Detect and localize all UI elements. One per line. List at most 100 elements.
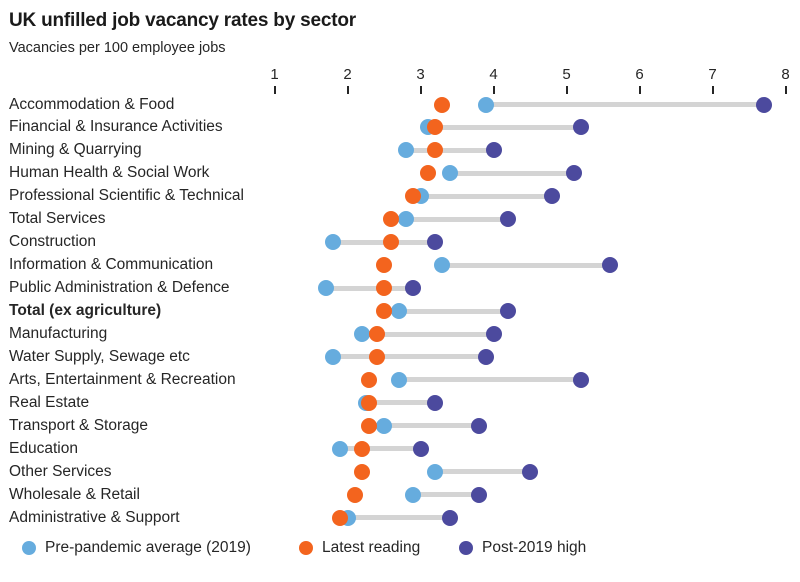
dot-post-2019-high [427, 394, 444, 411]
dot-post-2019-high [573, 119, 590, 136]
sector-label: Total (ex agriculture) [9, 302, 162, 320]
sector-label: Administrative & Support [9, 508, 180, 526]
dot-latest-reading [368, 326, 385, 342]
chart-subtitle: Vacancies per 100 employee jobs [9, 40, 226, 56]
x-axis-tick-label: 6 [635, 66, 644, 83]
connector-bar [405, 216, 509, 222]
dot-pre-pandemic [332, 440, 349, 457]
dot-latest-reading [354, 440, 371, 457]
dot-latest-reading [376, 280, 392, 297]
sector-label: Wholesale & Retail [9, 485, 140, 503]
sector-label: Construction [9, 233, 97, 251]
dot-post-2019-high [441, 509, 458, 526]
connector-bar [405, 147, 494, 153]
chart-title: UK unfilled job vacancy rates by sector [9, 10, 356, 31]
sector-label: Public Administration & Defence [9, 279, 230, 297]
dot-pre-pandemic [397, 142, 414, 159]
dot-post-2019-high [478, 348, 495, 365]
dot-latest-reading [427, 119, 444, 136]
connector-bar [427, 124, 582, 130]
x-axis-tick-label: 1 [270, 66, 279, 83]
sector-label: Water Supply, Sewage etc [9, 347, 190, 365]
dot-pre-pandemic [324, 348, 341, 365]
sector-label: Human Health & Social Work [9, 164, 210, 182]
dot-pre-pandemic [478, 96, 495, 113]
sector-label: Information & Communication [9, 256, 214, 274]
sector-label: Mining & Quarrying [9, 141, 142, 159]
connector-bar [347, 515, 450, 521]
x-axis-tick-mark [273, 86, 276, 94]
sector-label: Financial & Insurance Activities [9, 118, 223, 136]
dot-pre-pandemic [405, 486, 422, 503]
x-axis-tick-label: 5 [562, 66, 571, 83]
dot-latest-reading [376, 303, 392, 320]
x-axis-tick-mark [784, 86, 787, 94]
dot-latest-reading [376, 257, 392, 274]
dot-post-2019-high [470, 486, 487, 503]
connector-bar [449, 170, 574, 176]
dot-pre-pandemic [354, 326, 371, 342]
sector-label: Real Estate [9, 393, 90, 411]
legend-item-latest: Latest reading [299, 536, 420, 560]
sector-label: Manufacturing [9, 325, 108, 342]
legend-dot-post-high-icon [459, 541, 473, 555]
dot-post-2019-high [412, 440, 429, 457]
dot-latest-reading [383, 234, 400, 251]
dot-pre-pandemic [317, 280, 334, 297]
dot-post-2019-high [427, 234, 444, 251]
connector-bar [340, 446, 421, 452]
sector-label: Arts, Entertainment & Recreation [9, 370, 236, 388]
connector-bar [362, 331, 494, 337]
connector-bar [420, 193, 552, 199]
legend-label-latest: Latest reading [322, 539, 421, 556]
x-axis-tick-label: 7 [708, 66, 717, 83]
dot-latest-reading [332, 509, 349, 526]
dot-latest-reading [434, 96, 451, 113]
dot-pre-pandemic [390, 303, 407, 320]
sector-label: Transport & Storage [9, 416, 148, 434]
dot-latest-reading [419, 165, 436, 182]
dot-pre-pandemic [324, 234, 341, 251]
dot-post-2019-high [565, 165, 582, 182]
dot-latest-reading [361, 417, 378, 434]
connector-bar [325, 285, 414, 291]
sector-label: Other Services [9, 462, 112, 480]
legend-label-pre-pandemic: Pre-pandemic average (2019) [45, 539, 251, 556]
dot-post-2019-high [500, 303, 517, 320]
x-axis-tick-mark [419, 86, 422, 94]
dot-latest-reading [368, 348, 385, 365]
connector-bar [442, 262, 611, 268]
connector-bar [332, 354, 487, 360]
dot-pre-pandemic [427, 463, 444, 480]
dot-pre-pandemic [397, 211, 414, 228]
dot-pre-pandemic [441, 165, 458, 182]
dot-post-2019-high [755, 96, 772, 113]
legend-dot-pre-pandemic-icon [22, 541, 36, 555]
legend-dot-latest-icon [299, 541, 313, 555]
connector-bar [398, 377, 582, 383]
dot-post-2019-high [485, 142, 502, 159]
dot-latest-reading [346, 486, 363, 503]
dot-post-2019-high [470, 417, 487, 434]
dot-latest-reading [354, 463, 371, 480]
dot-post-2019-high [602, 257, 619, 274]
dot-latest-reading [361, 394, 378, 411]
x-axis-tick-label: 8 [781, 66, 790, 83]
connector-bar [398, 308, 509, 314]
dot-latest-reading [383, 211, 400, 228]
x-axis-tick-label: 3 [416, 66, 425, 83]
dot-post-2019-high [485, 326, 502, 342]
connector-bar [486, 102, 764, 107]
dot-pre-pandemic [434, 257, 451, 274]
x-axis-tick-mark [565, 86, 568, 94]
legend-label-post-high: Post-2019 high [482, 539, 587, 556]
connector-bar [435, 469, 530, 475]
sector-label: Professional Scientific & Technical [9, 187, 244, 205]
dot-post-2019-high [500, 211, 517, 228]
dot-post-2019-high [573, 371, 590, 388]
dot-post-2019-high [522, 463, 538, 480]
dot-pre-pandemic [376, 417, 392, 434]
legend: Pre-pandemic average (2019) Latest readi… [0, 536, 800, 560]
